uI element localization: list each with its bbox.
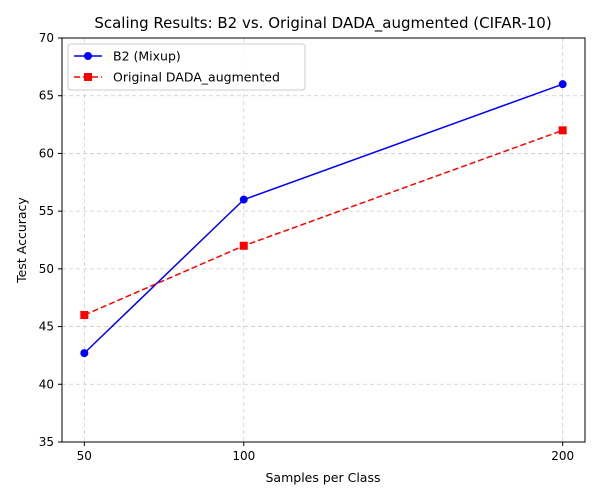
data-point <box>80 349 89 358</box>
legend-label: B2 (Mixup) <box>113 49 181 64</box>
grid-lines <box>62 37 585 443</box>
y-tick-label: 60 <box>39 146 54 160</box>
data-point <box>558 80 567 89</box>
y-axis-title: Test Accuracy <box>14 197 29 284</box>
series-line <box>83 83 563 354</box>
x-tick-label: 200 <box>551 449 574 463</box>
x-axis-title: Samples per Class <box>266 470 381 485</box>
legend-label: Original DADA_augmented <box>113 70 280 85</box>
data-point <box>239 195 248 204</box>
data-point <box>558 126 567 135</box>
y-tick-label: 40 <box>39 377 54 391</box>
plot-frame <box>61 37 586 443</box>
y-tick-label: 55 <box>39 204 54 218</box>
y-tick-label: 70 <box>39 31 54 45</box>
y-axis: 35 40 45 50 55 60 65 70 <box>39 31 62 449</box>
legend: B2 (Mixup) Original DADA_augmented <box>67 43 306 91</box>
y-tick-label: 50 <box>39 262 54 276</box>
x-tick-label: 50 <box>77 449 92 463</box>
legend-box <box>67 43 306 91</box>
data-point <box>80 311 89 320</box>
y-tick-label: 35 <box>39 435 54 449</box>
legend-marker <box>84 73 92 81</box>
series-line <box>84 129 563 316</box>
y-tick-label: 45 <box>39 320 54 334</box>
legend-marker <box>84 52 92 60</box>
x-tick-label: 100 <box>232 449 255 463</box>
series-layer <box>80 80 567 358</box>
y-tick-label: 65 <box>39 89 54 103</box>
data-point <box>239 241 248 250</box>
chart-title: Scaling Results: B2 vs. Original DADA_au… <box>94 14 551 33</box>
x-axis: 50 100 200 <box>77 442 574 463</box>
